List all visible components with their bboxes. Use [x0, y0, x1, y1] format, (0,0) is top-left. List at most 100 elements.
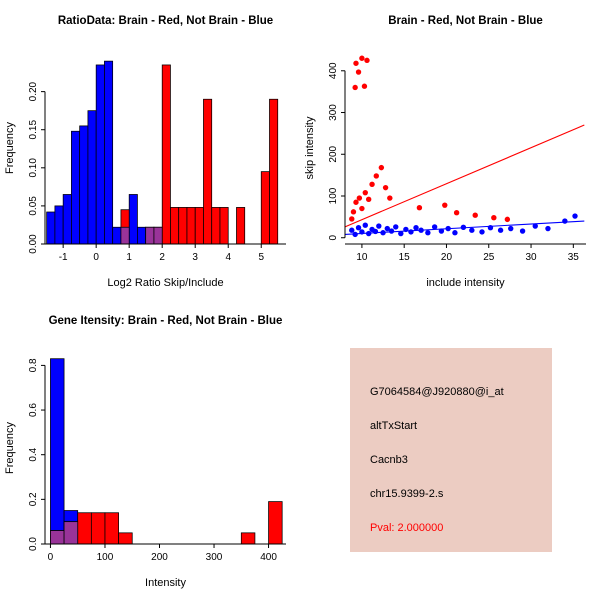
- x-axis-label: Intensity: [145, 577, 186, 589]
- scatter-point-not-brain: [487, 225, 494, 231]
- x-tick-label: 400: [260, 552, 277, 563]
- histogram-bar-red: [194, 207, 204, 245]
- x-tick-label: 0: [48, 552, 54, 563]
- scatter-point-not-brain: [418, 227, 424, 233]
- histogram-bar-blue: [79, 125, 89, 245]
- y-tick-label: 0: [328, 235, 339, 241]
- y-tick-label: 200: [328, 145, 339, 162]
- scatter-point-brain: [352, 84, 358, 91]
- scatter-point-brain: [442, 202, 448, 208]
- histogram-bar-red: [161, 64, 171, 245]
- x-tick-label: 4: [225, 252, 231, 263]
- histogram-bar-blue: [128, 194, 138, 245]
- y-tick-label: 0.6: [28, 403, 39, 417]
- scatter-point-brain: [378, 164, 385, 171]
- histogram-bar-red: [240, 532, 256, 545]
- scatter-point-not-brain: [359, 229, 365, 235]
- scatter-point-not-brain: [384, 225, 390, 232]
- y-tick-label: 0.8: [28, 358, 39, 372]
- y-tick-label: 0.4: [28, 447, 39, 461]
- scatter-point-brain: [369, 181, 375, 188]
- y-axis-label: Frequency: [4, 122, 16, 174]
- scatter-point-not-brain: [460, 224, 467, 230]
- x-tick-label: 10: [356, 252, 368, 263]
- scatter-point-not-brain: [469, 227, 475, 233]
- scatter-point-brain: [504, 216, 511, 223]
- scatter-point-not-brain: [372, 228, 379, 235]
- scatter-point-not-brain: [532, 223, 538, 229]
- histogram-bar-red: [268, 501, 283, 545]
- scatter-point-not-brain: [362, 222, 368, 228]
- scatter-point-not-brain: [355, 225, 362, 231]
- histogram-bar-blue: [54, 205, 64, 245]
- fit-line-red: [344, 124, 585, 228]
- y-tick-label: 0.05: [28, 196, 39, 216]
- info-event-type: altTxStart: [370, 420, 418, 432]
- histogram-bar-blue: [87, 110, 97, 245]
- y-axis-label: Frequency: [4, 422, 16, 474]
- scatter-point-brain: [353, 60, 359, 66]
- histogram-bar-purple: [63, 521, 79, 545]
- scatter-point-not-brain: [519, 228, 526, 234]
- scatter-point-brain: [362, 189, 368, 196]
- info-chromosome-location: chr15.9399-2.s: [370, 488, 444, 500]
- y-tick-label: 0.15: [28, 120, 39, 140]
- y-tick-label: 0.10: [28, 158, 39, 178]
- x-tick-label: 30: [525, 252, 537, 263]
- info-box: G7064584@J920880@i_at altTxStart Cacnb3 …: [350, 348, 552, 552]
- scatter-point-not-brain: [438, 228, 445, 234]
- scatter-point-brain: [356, 195, 363, 201]
- info-probe-id: G7064584@J920880@i_at: [370, 386, 504, 398]
- scatter-point-brain: [416, 204, 423, 211]
- y-tick-label: 0.00: [28, 234, 39, 254]
- x-tick-label: 300: [206, 552, 223, 563]
- histogram-bar-blue: [71, 130, 81, 245]
- histogram-bar-blue: [112, 226, 122, 245]
- scatter-point-brain: [472, 212, 478, 218]
- scatter-point-brain: [382, 184, 389, 191]
- panel-ratio-histogram: -1 0 1 2 3 4 5 0.00 0.05 0.10 0.15 0.20 RatioData: B…: [0, 0, 300, 300]
- gene-intensity-histogram-chart: 0 100 200 300 400 0.0 0.2 0.4 0.6 0.8 Gene Itensit…: [4, 315, 286, 589]
- scatter-point-not-brain: [388, 228, 395, 234]
- histogram-bar-red: [90, 512, 106, 545]
- x-tick-label: 25: [483, 252, 495, 263]
- scatter-point-brain: [355, 69, 362, 75]
- info-gene-name: Cacnb3: [370, 454, 408, 466]
- x-axis-label: Log2 Ratio Skip/Include: [107, 277, 223, 289]
- histogram-bar-blue: [46, 211, 56, 245]
- scatter-point-not-brain: [413, 225, 419, 231]
- scatter-point-not-brain: [352, 231, 358, 238]
- histogram-bar-red: [186, 207, 196, 245]
- scatter-point-brain: [453, 210, 460, 216]
- scatter-point-not-brain: [398, 230, 404, 237]
- scatter-point-brain: [491, 215, 497, 221]
- x-tick-label: 5: [258, 252, 264, 263]
- histogram-bar-purple: [153, 226, 163, 245]
- histogram-bar-blue: [137, 226, 147, 245]
- x-axis-label: include intensity: [426, 277, 505, 289]
- chart-title: Gene Itensity: Brain - Red, Not Brain - …: [49, 315, 283, 327]
- histogram-bar-blue: [95, 64, 105, 245]
- histogram-bar-red: [219, 207, 229, 245]
- scatter-point-brain: [349, 216, 355, 222]
- ratio-histogram-chart: -1 0 1 2 3 4 5 0.00 0.05 0.10 0.15 0.20 RatioData: B…: [4, 15, 286, 289]
- y-tick-label: 400: [328, 62, 339, 79]
- panel-intensity-scatter: 10 15 20 25 30 35 0 100 200 300 400 Brain - Red, No…: [300, 0, 600, 300]
- x-tick-label: 35: [568, 252, 580, 263]
- scatter-point-brain: [359, 205, 365, 212]
- panel-info: G7064584@J920880@i_at altTxStart Cacnb3 …: [300, 300, 600, 600]
- x-tick-label: 1: [126, 252, 132, 263]
- chart-title: RatioData: Brain - Red, Not Brain - Blue: [58, 15, 273, 27]
- histogram-bar-purple: [50, 530, 65, 545]
- x-tick-label: -1: [59, 252, 68, 263]
- scatter-point-not-brain: [445, 225, 451, 232]
- y-tick-label: 100: [328, 187, 339, 204]
- scatter-point-not-brain: [508, 225, 514, 232]
- x-tick-label: 200: [151, 552, 168, 563]
- panel-gene-intensity-histogram: 0 100 200 300 400 0.0 0.2 0.4 0.6 0.8 Gene Itensit…: [0, 300, 300, 600]
- scatter-point-not-brain: [365, 230, 372, 237]
- histogram-bar-blue: [104, 60, 114, 245]
- x-tick-label: 15: [399, 252, 411, 263]
- scatter-point-not-brain: [452, 230, 458, 236]
- histogram-bar-red: [77, 512, 92, 545]
